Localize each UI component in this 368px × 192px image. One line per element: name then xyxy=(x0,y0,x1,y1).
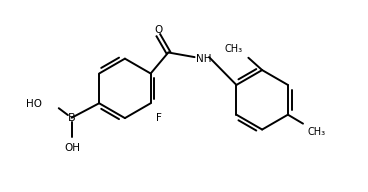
Text: B: B xyxy=(68,113,75,123)
Text: NH: NH xyxy=(197,54,212,64)
Text: CH₃: CH₃ xyxy=(308,127,326,137)
Text: CH₃: CH₃ xyxy=(225,44,243,54)
Text: F: F xyxy=(156,113,162,123)
Text: HO: HO xyxy=(26,99,42,109)
Text: OH: OH xyxy=(64,143,81,153)
Text: O: O xyxy=(154,25,163,35)
